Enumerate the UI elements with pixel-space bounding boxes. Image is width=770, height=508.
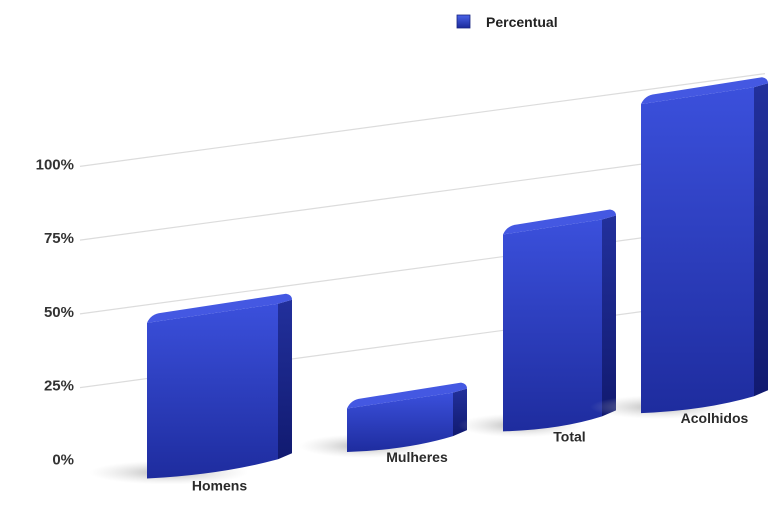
bar-front: [147, 303, 278, 479]
y-tick-label: 50%: [44, 304, 74, 321]
bar-front: [641, 87, 754, 414]
x-category-label: Acolhidos: [681, 410, 749, 426]
grid-line: [79, 73, 766, 167]
bar-homens: [89, 293, 292, 485]
x-category-label: Total: [553, 428, 585, 444]
bar-top: [347, 382, 467, 409]
bar-side: [754, 83, 768, 397]
bar-top: [147, 293, 292, 323]
y-tick-label: 25%: [44, 378, 74, 395]
x-category-label: Mulheres: [386, 449, 448, 465]
y-tick-label: 75%: [44, 230, 74, 247]
legend-swatch-percentual: [456, 14, 471, 29]
bar-top: [641, 77, 768, 105]
bars: [89, 77, 768, 485]
bar-side: [278, 299, 292, 460]
bar-acolhidos: [590, 77, 768, 420]
y-tick-label: 100%: [36, 156, 74, 173]
bar-top: [503, 209, 616, 235]
bar-total: [457, 209, 616, 438]
x-axis-categories: Homens Mulheres Total Acolhidos: [192, 410, 749, 493]
y-axis-ticks: 0% 25% 50% 75% 100%: [36, 156, 74, 468]
x-category-label: Homens: [192, 478, 247, 494]
bar-front: [347, 392, 453, 453]
bar-side: [602, 215, 616, 417]
legend: Percentual: [456, 14, 558, 30]
legend-label-percentual: Percentual: [486, 14, 558, 30]
y-tick-label: 0%: [52, 451, 74, 468]
bar-front: [503, 219, 602, 432]
bar-mulheres: [299, 382, 467, 459]
